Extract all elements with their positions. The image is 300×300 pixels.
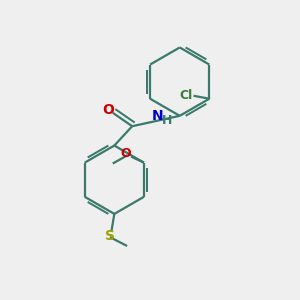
Text: S: S [105, 230, 115, 244]
Text: Cl: Cl [179, 89, 192, 102]
Text: H: H [162, 114, 172, 127]
Text: O: O [121, 147, 131, 160]
Text: O: O [102, 103, 114, 117]
Text: N: N [152, 109, 163, 123]
